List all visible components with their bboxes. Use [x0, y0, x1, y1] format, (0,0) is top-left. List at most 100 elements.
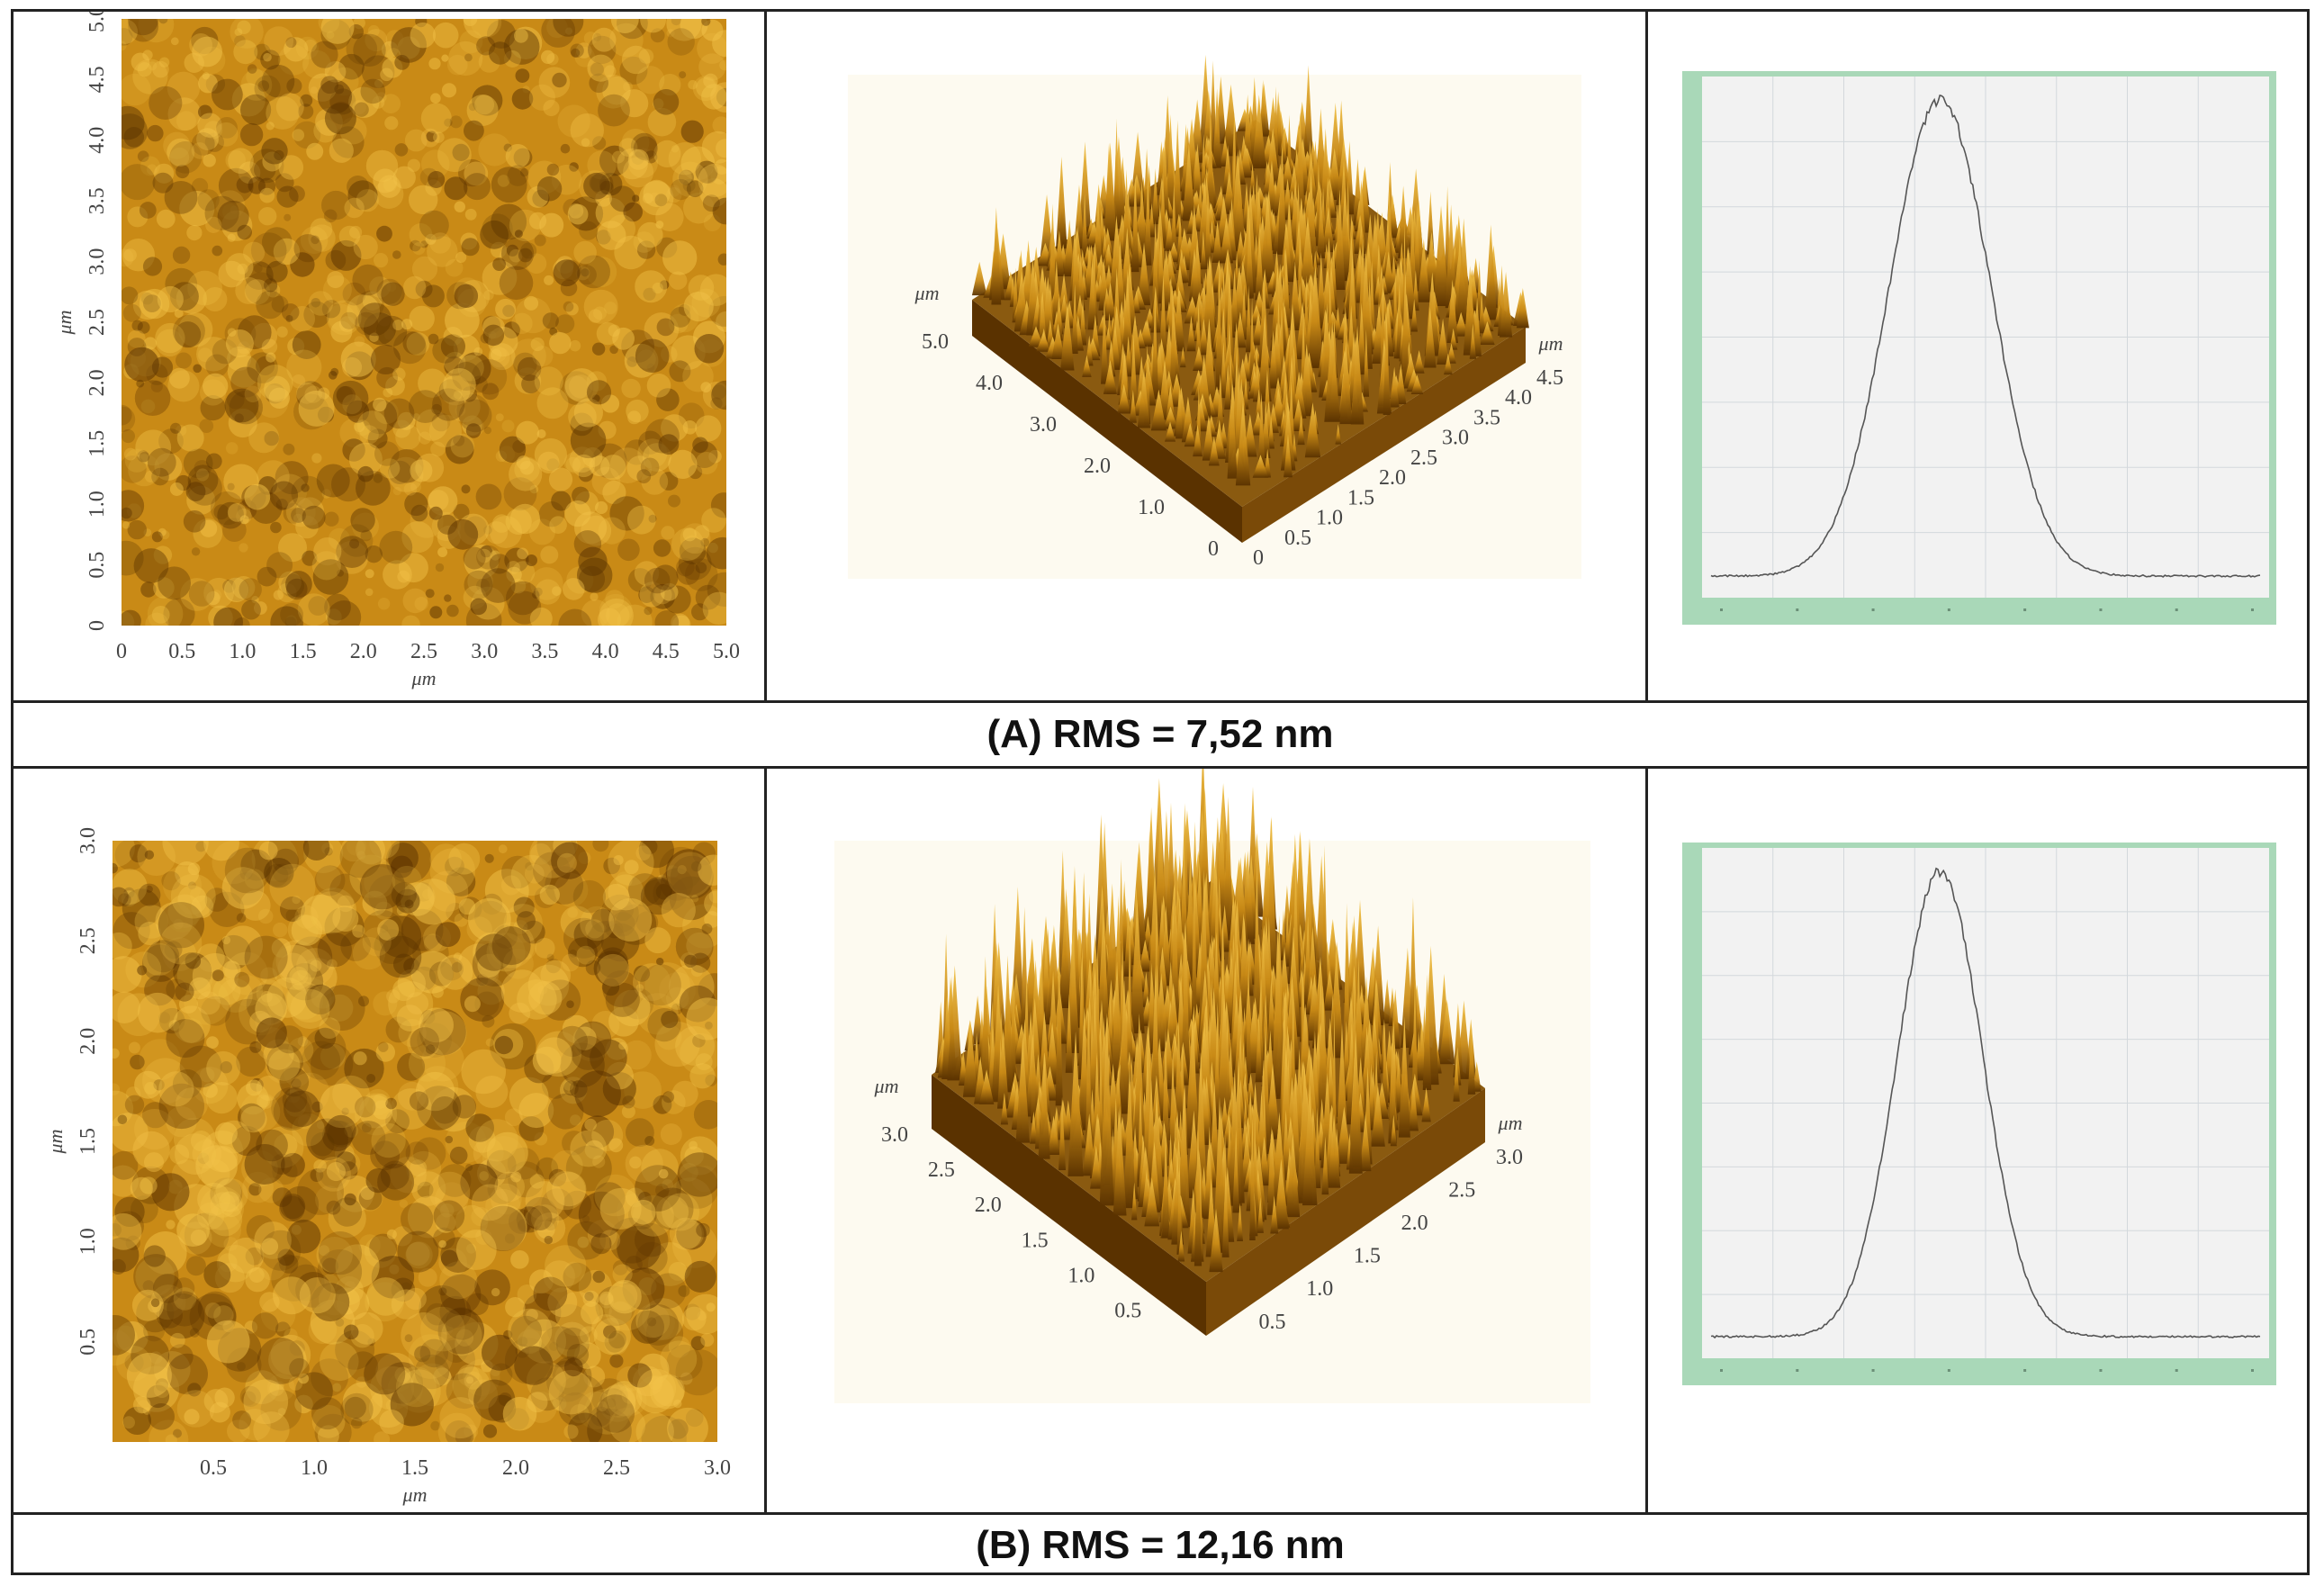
- y-tick-label: 0.5: [77, 1329, 100, 1356]
- right-axis-tick: 3.0: [1496, 1146, 1523, 1169]
- divider: [14, 766, 2307, 769]
- caption-a-label: (A): [986, 712, 1042, 756]
- y-tick-label: 1.0: [77, 1228, 100, 1255]
- x-tick-label: 3.0: [704, 1456, 731, 1480]
- figure-table: 0 0.5 1.0 1.5 2.0 2.5 3.0 3.5 4.0 4.5 5.0 0 0.5 1.0 1.…: [11, 5, 2310, 1575]
- left-axis-unit: μm: [874, 1075, 899, 1097]
- row-a: 0 0.5 1.0 1.5 2.0 2.5 3.0 3.5 4.0 4.5 5.0 0 0.5 1.0 1.…: [14, 5, 2307, 700]
- y-tick-label: 2.0: [86, 369, 109, 396]
- afm-3d-cell-a: 0 1.0 2.0 3.0 4.0 5.0 0 0.5 1.0 1.5 2.0 2.5 3.0 3.5 4.…: [767, 12, 1648, 700]
- histogram-cell-b: [1648, 769, 2307, 1512]
- right-axis-tick: 0.5: [1259, 1311, 1286, 1334]
- afm-3d-cell-b: 0.5 1.0 1.5 2.0 2.5 3.0 0.5 1.0 1.5 2.0 2.5 3.0 μm μm: [767, 743, 1648, 1512]
- y-tick-label: 2.5: [86, 309, 109, 336]
- right-axis-tick: 4.5: [1536, 366, 1563, 390]
- surface-left-wall: [972, 300, 1242, 543]
- right-axis-tick: 1.0: [1306, 1277, 1333, 1301]
- left-axis-unit: μm: [914, 282, 940, 304]
- afm-2d-image-a: 0 0.5 1.0 1.5 2.0 2.5 3.0 3.5 4.0 4.5 5.0 0 0.5 1.0 1.…: [53, 5, 740, 689]
- x-tick-label: 5.0: [713, 640, 740, 663]
- right-axis-tick: 0: [1253, 546, 1264, 570]
- afm-2d-cell-b: 0.5 1.0 1.5 2.0 2.5 3.0 0.5 1.0 1.5 2.0 2.5 3.0 μm μm: [14, 769, 767, 1512]
- histogram-curve: [1710, 95, 2261, 578]
- y-tick-label: 0.5: [86, 552, 109, 579]
- left-axis-tick: 4.0: [976, 372, 1003, 395]
- x-tick-label: 1.0: [301, 1456, 328, 1480]
- y-tick-label: 0: [86, 620, 109, 631]
- right-axis-tick: 2.0: [1401, 1212, 1428, 1235]
- right-axis-tick: 1.0: [1316, 507, 1343, 530]
- x-tick-label: 2.5: [603, 1456, 630, 1480]
- afm-2d-cell-a: 0 0.5 1.0 1.5 2.0 2.5 3.0 3.5 4.0 4.5 5.0 0 0.5 1.0 1.…: [14, 5, 767, 700]
- afm-2d-image-b: 0.5 1.0 1.5 2.0 2.5 3.0 0.5 1.0 1.5 2.0 2.5 3.0 μm μm: [44, 827, 731, 1506]
- y-axis-unit: μm: [53, 311, 76, 336]
- left-axis-tick: 0: [1208, 537, 1219, 561]
- x-tick-label: 2.5: [410, 640, 437, 663]
- right-axis-unit: μm: [1498, 1112, 1523, 1134]
- right-axis-tick: 4.0: [1505, 386, 1532, 410]
- right-axis-unit: μm: [1538, 332, 1563, 355]
- left-axis-tick: 5.0: [922, 330, 949, 354]
- left-axis-tick: 1.5: [1022, 1229, 1049, 1252]
- caption-a-text: RMS = 7,52 nm: [1052, 712, 1334, 756]
- right-axis-tick: 0.5: [1284, 527, 1311, 550]
- x-tick-label: 4.5: [653, 640, 680, 663]
- y-tick-label: 2.0: [77, 1028, 100, 1055]
- right-axis-tick: 1.5: [1347, 486, 1374, 509]
- x-tick-label: 0.5: [168, 640, 195, 663]
- y-tick-label: 3.5: [86, 187, 109, 214]
- left-axis-tick: 2.0: [975, 1194, 1002, 1217]
- y-tick-label: 1.5: [86, 430, 109, 457]
- divider: [14, 700, 2307, 703]
- x-tick-label: 1.0: [229, 640, 256, 663]
- left-axis-tick: 2.0: [1084, 455, 1111, 478]
- y-axis-unit: μm: [44, 1130, 67, 1155]
- x-tick-label: 1.5: [401, 1456, 428, 1480]
- left-axis-tick: 3.0: [1030, 413, 1057, 437]
- afm-texture-bg: [122, 19, 726, 626]
- left-axis-tick: 0.5: [1114, 1300, 1141, 1323]
- y-tick-label: 2.5: [77, 927, 100, 954]
- right-axis-tick: 3.5: [1473, 406, 1500, 429]
- caption-b-label: (B): [976, 1523, 1031, 1567]
- x-axis-unit: μm: [411, 667, 437, 689]
- height-histogram-a: [1682, 71, 2276, 625]
- surface-right-wall: [1206, 1088, 1485, 1336]
- x-tick-label: 2.0: [502, 1456, 529, 1480]
- y-tick-label: 1.0: [86, 491, 109, 518]
- surface-left-wall: [932, 1075, 1206, 1336]
- right-axis-tick: 3.0: [1442, 427, 1469, 450]
- x-tick-label: 0: [116, 640, 127, 663]
- histogram-curve: [1710, 867, 2261, 1339]
- x-tick-label: 1.5: [290, 640, 317, 663]
- y-tick-label: 1.5: [77, 1128, 100, 1155]
- y-tick-label: 5.0: [86, 12, 109, 32]
- right-axis-tick: 1.5: [1354, 1245, 1381, 1268]
- left-axis-tick: 1.0: [1138, 496, 1165, 519]
- afm-3d-surface-b: 0.5 1.0 1.5 2.0 2.5 3.0 0.5 1.0 1.5 2.0 2.5 3.0 μm μm: [834, 743, 1590, 1403]
- y-tick-label: 4.0: [86, 127, 109, 154]
- caption-a: (A) RMS = 7,52 nm: [14, 703, 2307, 766]
- row-b: 0.5 1.0 1.5 2.0 2.5 3.0 0.5 1.0 1.5 2.0 2.5 3.0 μm μm…: [14, 743, 2307, 1512]
- y-tick-label: 4.5: [86, 66, 109, 93]
- left-axis-tick: 3.0: [881, 1123, 908, 1147]
- caption-b: (B) RMS = 12,16 nm: [14, 1515, 2307, 1575]
- divider: [14, 1512, 2307, 1515]
- right-axis-tick: 2.0: [1379, 466, 1406, 490]
- height-histogram-b: [1682, 843, 2276, 1385]
- x-tick-label: 3.5: [531, 640, 558, 663]
- surface-right-wall: [1242, 327, 1526, 543]
- caption-b-text: RMS = 12,16 nm: [1041, 1523, 1345, 1567]
- right-axis-tick: 2.5: [1448, 1179, 1475, 1203]
- left-axis-tick: 1.0: [1067, 1264, 1094, 1287]
- x-tick-label: 4.0: [592, 640, 619, 663]
- x-tick-label: 0.5: [200, 1456, 227, 1480]
- x-tick-label: 2.0: [350, 640, 377, 663]
- afm-3d-surface-a: 01.02.03.04.05.000.51.01.52.02.53.03.54.…: [848, 54, 1581, 579]
- y-tick-label: 3.0: [86, 248, 109, 275]
- right-axis-tick: 2.5: [1410, 446, 1437, 470]
- x-tick-label: 3.0: [471, 640, 498, 663]
- y-tick-label: 3.0: [77, 827, 100, 854]
- left-axis-tick: 2.5: [928, 1158, 955, 1182]
- histogram-cell-a: [1648, 12, 2307, 700]
